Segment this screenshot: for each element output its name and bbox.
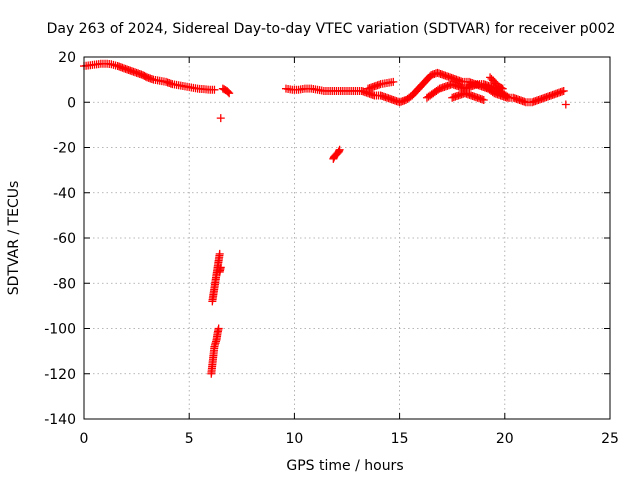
y-tick-label: 0 bbox=[67, 95, 76, 111]
data-point bbox=[216, 263, 225, 272]
y-tick-label: -100 bbox=[44, 322, 76, 338]
axes: 0 5 10 15 20 25 20 0 -20 -40 -60 -80 -100 -120 -140 bbox=[44, 50, 619, 447]
y-tick-label: -40 bbox=[53, 186, 76, 202]
data-point bbox=[225, 89, 234, 98]
x-axis-label: GPS time / hours bbox=[286, 458, 403, 474]
data-point bbox=[479, 95, 488, 104]
data-point bbox=[561, 100, 570, 109]
y-axis-label: SDTVAR / TECUs bbox=[6, 181, 22, 296]
data-points bbox=[80, 59, 570, 378]
data-point bbox=[215, 249, 224, 258]
y-tick-label: -60 bbox=[53, 231, 76, 247]
data-point bbox=[224, 88, 233, 97]
grid-lines bbox=[84, 57, 610, 419]
x-tick-label: 0 bbox=[80, 431, 89, 447]
x-tick-label: 25 bbox=[601, 431, 619, 447]
x-tick-label: 20 bbox=[496, 431, 514, 447]
y-tick-label: -20 bbox=[53, 141, 76, 157]
x-tick-label: 5 bbox=[185, 431, 194, 447]
data-point bbox=[503, 92, 512, 101]
y-tick-label: -140 bbox=[44, 412, 76, 428]
data-point bbox=[389, 77, 398, 86]
chart-title: Day 263 of 2024, Sidereal Day-to-day VTE… bbox=[47, 21, 616, 37]
data-point bbox=[216, 114, 225, 123]
data-point bbox=[210, 85, 219, 94]
data-point bbox=[497, 83, 506, 92]
plot-frame bbox=[83, 56, 611, 420]
y-tick-label: 20 bbox=[58, 50, 76, 66]
data-point bbox=[498, 84, 507, 93]
x-tick-label: 15 bbox=[391, 431, 409, 447]
data-point bbox=[214, 324, 223, 333]
data-point bbox=[505, 93, 514, 102]
x-tick-label: 10 bbox=[285, 431, 303, 447]
data-point bbox=[559, 86, 568, 95]
data-point bbox=[335, 145, 344, 154]
y-tick-label: -80 bbox=[53, 276, 76, 292]
y-tick-label: -120 bbox=[44, 367, 76, 383]
